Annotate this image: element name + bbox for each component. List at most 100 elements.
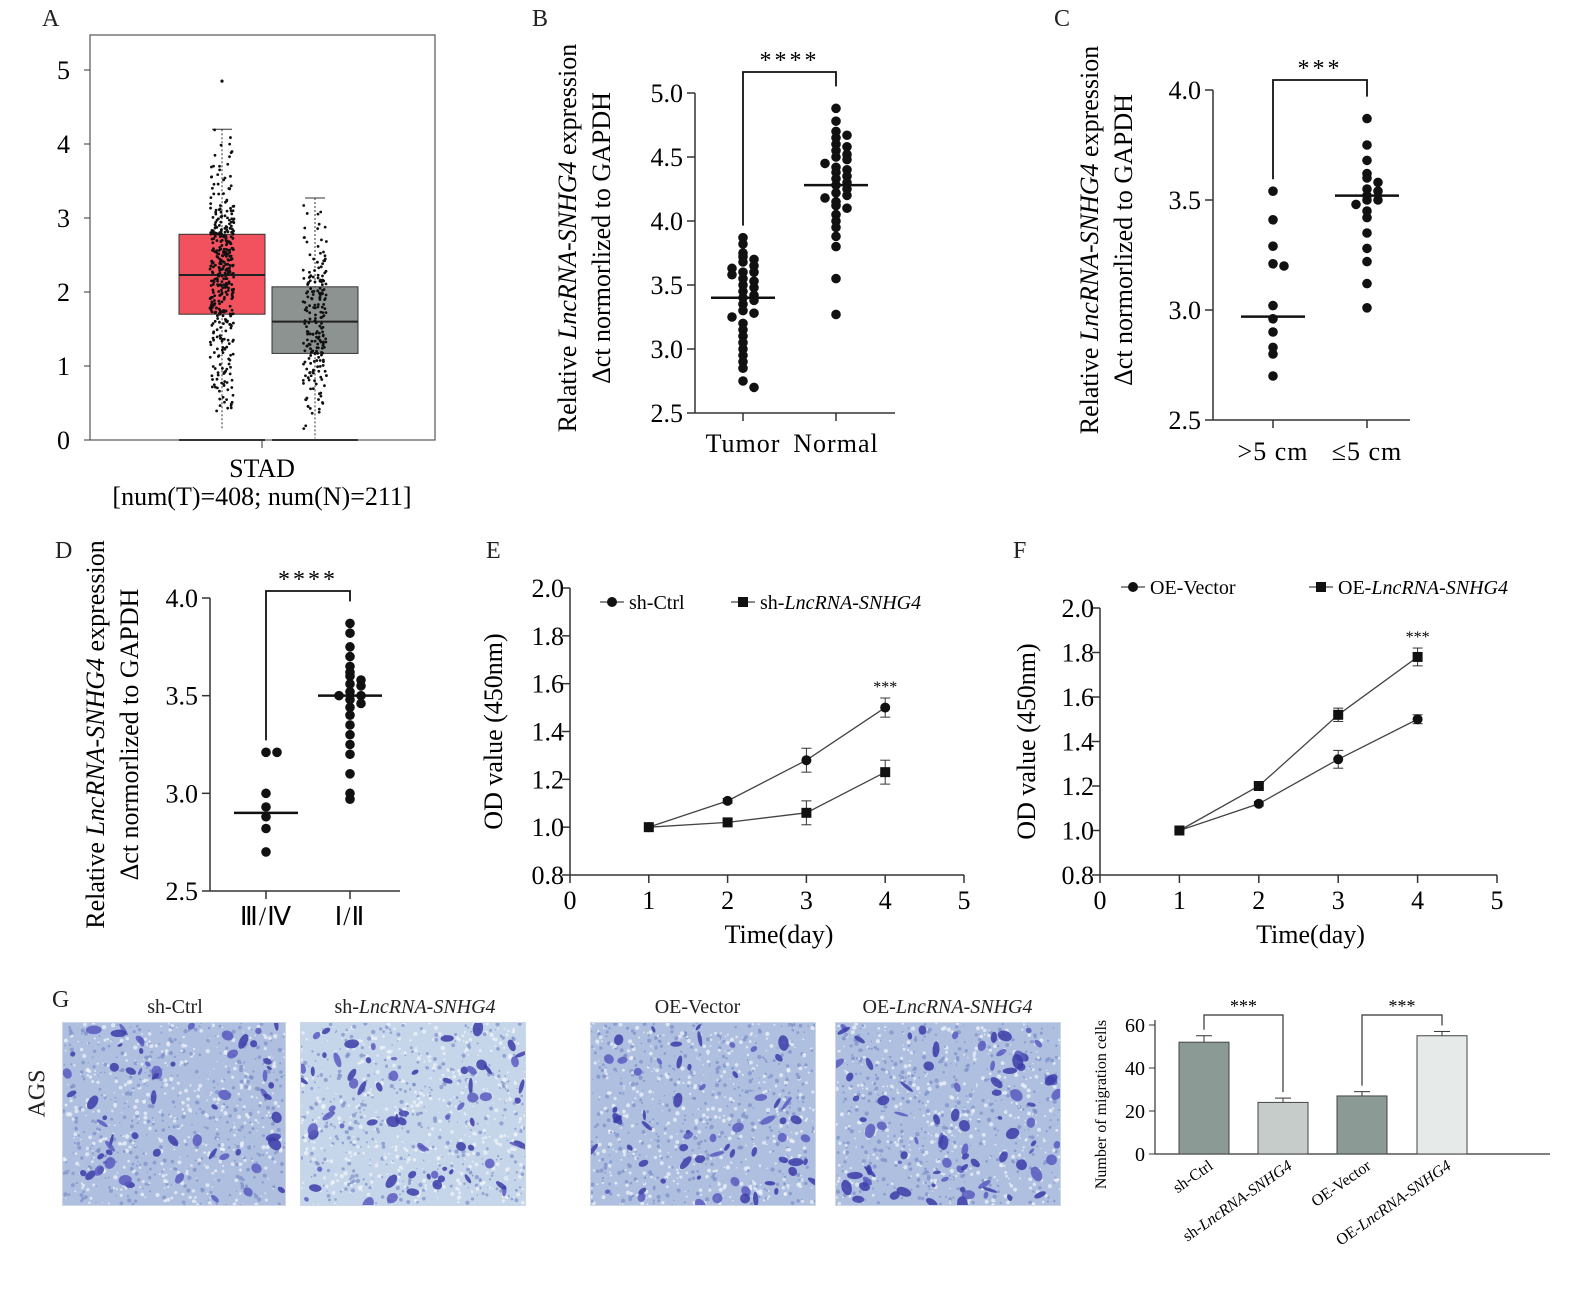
texture-speck bbox=[254, 1121, 256, 1123]
texture-speck bbox=[277, 1047, 282, 1053]
texture-speck bbox=[146, 1078, 149, 1081]
texture-speck bbox=[238, 1162, 242, 1167]
data-point bbox=[1412, 651, 1423, 662]
jitter-point bbox=[216, 317, 220, 320]
texture-speck bbox=[686, 1038, 691, 1043]
texture-speck bbox=[164, 1195, 166, 1198]
texture-speck bbox=[323, 1176, 327, 1180]
texture-speck bbox=[301, 1121, 303, 1125]
texture-speck bbox=[620, 1198, 626, 1203]
texture-speck bbox=[739, 1145, 744, 1150]
texture-speck bbox=[630, 1124, 635, 1128]
texture-speck bbox=[788, 1106, 791, 1109]
texture-speck bbox=[872, 1187, 875, 1190]
texture-speck bbox=[905, 1100, 909, 1103]
data-point bbox=[1333, 754, 1344, 765]
jitter-point bbox=[221, 351, 225, 355]
data-point bbox=[1279, 261, 1289, 271]
texture-speck bbox=[926, 1082, 930, 1086]
texture-speck bbox=[916, 1177, 921, 1182]
jitter-point bbox=[316, 212, 320, 216]
texture-speck bbox=[1052, 1148, 1056, 1153]
texture-speck bbox=[301, 1186, 303, 1190]
texture-speck bbox=[458, 1191, 462, 1195]
texture-speck bbox=[950, 1083, 956, 1088]
texture-speck bbox=[758, 1119, 761, 1122]
texture-speck bbox=[136, 1062, 138, 1065]
texture-speck bbox=[707, 1168, 711, 1173]
texture-speck bbox=[523, 1070, 525, 1073]
texture-speck bbox=[952, 1176, 955, 1179]
texture-speck bbox=[898, 1080, 901, 1083]
texture-speck bbox=[424, 1085, 427, 1088]
texture-speck bbox=[420, 1054, 422, 1057]
texture-speck bbox=[350, 1174, 355, 1179]
texture-speck bbox=[151, 1122, 155, 1126]
texture-speck bbox=[106, 1064, 110, 1067]
texture-speck bbox=[234, 1178, 238, 1183]
texture-speck bbox=[283, 1074, 285, 1077]
texture-speck bbox=[667, 1072, 670, 1076]
texture-speck bbox=[900, 1070, 905, 1075]
texture-speck bbox=[459, 1138, 463, 1143]
texture-speck bbox=[464, 1158, 466, 1160]
jitter-point bbox=[324, 337, 328, 341]
texture-speck bbox=[980, 1139, 982, 1141]
texture-speck bbox=[142, 1099, 146, 1104]
texture-speck bbox=[347, 1028, 349, 1030]
texture-speck bbox=[858, 1130, 861, 1133]
data-point bbox=[1268, 241, 1278, 251]
texture-speck bbox=[843, 1097, 848, 1101]
texture-speck bbox=[188, 1195, 192, 1200]
migrated-cell bbox=[612, 1113, 623, 1125]
texture-speck bbox=[262, 1033, 266, 1037]
texture-speck bbox=[765, 1060, 768, 1063]
migrated-cell bbox=[991, 1089, 1002, 1096]
texture-speck bbox=[478, 1130, 483, 1135]
texture-speck bbox=[309, 1160, 312, 1163]
texture-speck bbox=[939, 1195, 942, 1198]
texture-speck bbox=[675, 1168, 679, 1172]
y-axis-label: Relative LncRNA-SNHG4 expression bbox=[1075, 46, 1104, 435]
texture-speck bbox=[189, 1052, 194, 1056]
migrated-cell bbox=[1027, 1102, 1036, 1107]
jitter-point bbox=[314, 382, 318, 386]
texture-speck bbox=[785, 1110, 790, 1115]
migrated-cell bbox=[362, 1197, 374, 1205]
texture-speck bbox=[977, 1037, 982, 1042]
texture-speck bbox=[81, 1186, 84, 1190]
texture-speck bbox=[122, 1141, 127, 1146]
texture-speck bbox=[456, 1081, 460, 1085]
texture-speck bbox=[264, 1166, 268, 1170]
texture-speck bbox=[182, 1035, 185, 1039]
migrated-cell bbox=[322, 1111, 335, 1121]
texture-speck bbox=[748, 1040, 752, 1043]
texture-speck bbox=[1040, 1027, 1043, 1030]
texture-speck bbox=[131, 1141, 135, 1145]
texture-speck bbox=[628, 1050, 631, 1053]
texture-speck bbox=[65, 1197, 67, 1200]
texture-speck bbox=[348, 1121, 352, 1125]
texture-speck bbox=[621, 1169, 625, 1173]
texture-speck bbox=[427, 1126, 430, 1129]
texture-speck bbox=[970, 1113, 973, 1116]
texture-speck bbox=[97, 1043, 100, 1046]
texture-speck bbox=[301, 1082, 305, 1088]
texture-speck bbox=[462, 1163, 465, 1166]
jitter-point bbox=[218, 389, 221, 393]
texture-speck bbox=[859, 1057, 863, 1061]
texture-speck bbox=[614, 1132, 620, 1138]
texture-speck bbox=[1030, 1051, 1033, 1054]
texture-speck bbox=[345, 1031, 347, 1033]
migrated-cell bbox=[105, 1149, 113, 1156]
texture-speck bbox=[323, 1077, 328, 1083]
texture-speck bbox=[215, 1128, 219, 1131]
texture-speck bbox=[373, 1128, 377, 1131]
texture-speck bbox=[984, 1199, 989, 1204]
texture-speck bbox=[512, 1196, 515, 1198]
texture-speck bbox=[167, 1185, 170, 1189]
texture-speck bbox=[95, 1150, 97, 1153]
texture-speck bbox=[730, 1130, 735, 1135]
texture-speck bbox=[161, 1031, 163, 1034]
texture-speck bbox=[914, 1036, 917, 1039]
